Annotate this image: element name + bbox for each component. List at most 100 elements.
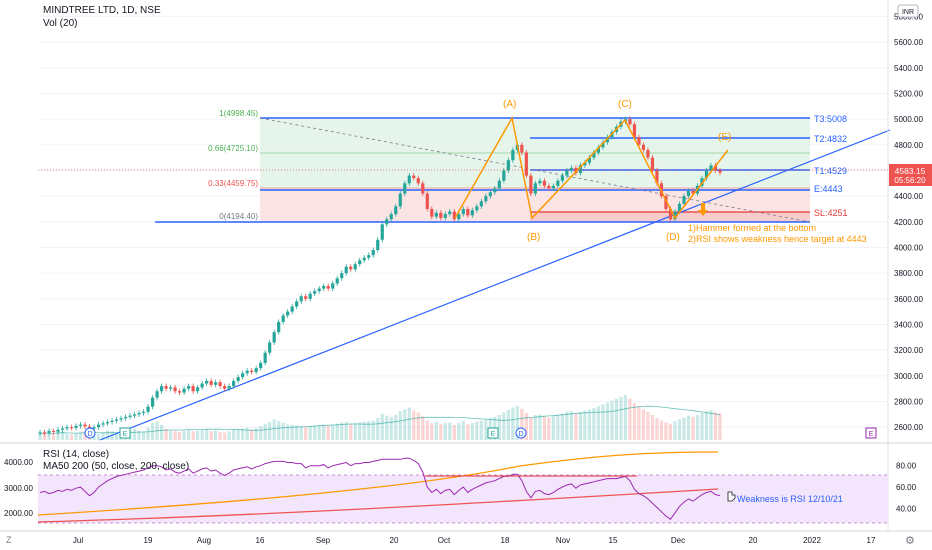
candle bbox=[668, 208, 673, 220]
candle bbox=[304, 296, 308, 299]
rsi-indicator-label[interactable]: RSI (14, close) bbox=[43, 449, 110, 460]
rsi-header[interactable]: RSI (14, close) MA50 200 (50, close, 200… bbox=[43, 449, 189, 473]
volume-bar bbox=[101, 432, 105, 440]
volume-bar bbox=[601, 404, 605, 440]
candle bbox=[340, 273, 344, 279]
candle bbox=[295, 301, 299, 307]
sl-label: SL:4251 bbox=[814, 208, 848, 218]
volume-bar bbox=[78, 432, 83, 440]
candle bbox=[218, 382, 222, 387]
zoom-icon[interactable]: Z bbox=[6, 535, 12, 545]
candle bbox=[241, 373, 245, 378]
candle bbox=[349, 266, 353, 270]
volume-bar bbox=[691, 416, 695, 440]
volume-bar bbox=[178, 431, 182, 440]
candle bbox=[60, 428, 65, 430]
candle bbox=[466, 208, 470, 216]
volume-bar bbox=[515, 405, 519, 440]
volume-bar bbox=[610, 400, 614, 440]
candle bbox=[673, 211, 677, 220]
volume-bar bbox=[529, 417, 533, 440]
point-e-label: (E) bbox=[718, 132, 731, 143]
candle bbox=[601, 142, 605, 148]
candle bbox=[655, 170, 659, 184]
price-tick: 2800.00 bbox=[894, 397, 923, 406]
ma-indicator-label[interactable]: MA50 200 (50, close, 200, close) bbox=[43, 461, 190, 472]
symbol-title[interactable]: MINDTREE LTD, 1D, NSE bbox=[43, 5, 161, 16]
volume-bar bbox=[47, 434, 51, 440]
time-axis[interactable]: Jul 19 Aug 16 Sep 20 Oct 18 Nov 15 Dec 20 2022 17 bbox=[73, 536, 876, 545]
candle bbox=[150, 397, 155, 407]
volume-bar bbox=[704, 411, 709, 440]
dividend-marker[interactable]: D bbox=[515, 427, 527, 439]
volume-bar bbox=[425, 420, 429, 440]
candle bbox=[214, 382, 218, 385]
volume-bar bbox=[560, 413, 564, 440]
candle bbox=[227, 386, 231, 389]
volume-bar bbox=[587, 409, 592, 440]
candle bbox=[65, 427, 69, 429]
settings-icon[interactable]: ⚙ bbox=[905, 535, 915, 547]
candle bbox=[119, 418, 123, 420]
candle bbox=[407, 175, 411, 184]
price-tick: 3000.00 bbox=[894, 372, 923, 381]
candle bbox=[367, 255, 371, 258]
time-tick: Nov bbox=[556, 536, 570, 545]
candle bbox=[290, 306, 294, 312]
volume-bar bbox=[331, 425, 335, 440]
volume-bar bbox=[349, 423, 353, 440]
candle bbox=[646, 149, 650, 158]
fib-label-0: 0(4194.40) bbox=[219, 212, 258, 221]
volume-bar bbox=[434, 421, 438, 440]
point-a-label: (A) bbox=[503, 99, 516, 110]
candle bbox=[686, 190, 691, 197]
currency-badge[interactable] bbox=[897, 4, 919, 18]
earnings-marker[interactable]: E bbox=[487, 427, 499, 439]
volume-bar bbox=[466, 424, 470, 440]
candle bbox=[506, 160, 510, 171]
volume-bar bbox=[448, 422, 452, 440]
volume-bar bbox=[524, 413, 528, 440]
candle bbox=[96, 424, 101, 428]
time-tick: 19 bbox=[144, 536, 153, 545]
volume-bar bbox=[713, 411, 718, 440]
volume-bar bbox=[677, 419, 682, 440]
candle bbox=[281, 315, 285, 322]
candle bbox=[529, 175, 533, 194]
volume-bar bbox=[92, 433, 96, 440]
price-axis[interactable]: 5800.005600.005400.005200.005000.004800.… bbox=[894, 12, 923, 432]
candle bbox=[596, 147, 601, 153]
candle bbox=[137, 413, 141, 415]
candle bbox=[308, 293, 312, 299]
volume-bar bbox=[187, 429, 191, 440]
svg-text:D: D bbox=[87, 431, 92, 438]
volume-bar bbox=[664, 422, 668, 440]
ma-tick: 4000.00 bbox=[4, 458, 33, 467]
volume-bar bbox=[367, 421, 371, 440]
earnings-marker[interactable]: E bbox=[119, 427, 131, 439]
volume-bar bbox=[389, 416, 393, 440]
time-tick: Dec bbox=[671, 536, 685, 545]
volume-bar bbox=[200, 430, 204, 440]
earnings-marker[interactable]: E bbox=[865, 427, 877, 439]
volume-bar bbox=[497, 415, 501, 440]
volume-bar bbox=[74, 433, 78, 440]
volume-bar bbox=[452, 425, 456, 440]
candle bbox=[659, 183, 664, 197]
volume-bar bbox=[146, 427, 150, 440]
rsi-line bbox=[39, 457, 721, 520]
volume-bar bbox=[83, 431, 87, 440]
candle bbox=[628, 119, 632, 125]
candle bbox=[335, 278, 339, 284]
volume-bar bbox=[277, 421, 281, 440]
candle bbox=[709, 165, 713, 171]
volume-bar bbox=[51, 433, 56, 440]
candle bbox=[457, 214, 461, 220]
t2-label: T2:4832 bbox=[814, 134, 847, 144]
volume-bar bbox=[105, 430, 110, 440]
dividend-marker[interactable]: D bbox=[84, 427, 96, 439]
volume-indicator-label[interactable]: Vol (20) bbox=[43, 18, 78, 29]
candle bbox=[259, 362, 263, 369]
candle bbox=[114, 419, 119, 421]
